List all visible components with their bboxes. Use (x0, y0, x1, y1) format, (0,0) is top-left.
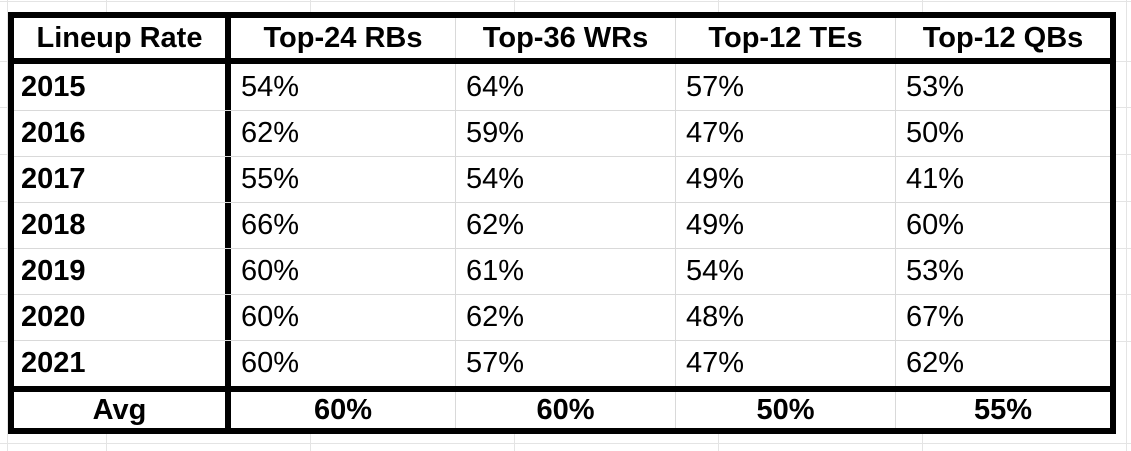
header-cell-top36-wrs[interactable]: Top-36 WRs (455, 18, 675, 58)
value-cell[interactable]: 60% (225, 295, 455, 340)
sheet-gridline-horizontal (0, 1, 1131, 2)
value-cell[interactable]: 60% (895, 203, 1110, 248)
sheet-gridline-vertical (7, 0, 8, 451)
table-row-2020: 2020 60% 62% 48% 67% (14, 294, 1110, 340)
avg-value-cell[interactable]: 50% (675, 392, 895, 428)
value-cell[interactable]: 53% (895, 249, 1110, 294)
table-row-2015: 2015 54% 64% 57% 53% (14, 64, 1110, 110)
year-cell[interactable]: 2018 (21, 209, 86, 241)
value-cell[interactable]: 60% (225, 249, 455, 294)
value-cell[interactable]: 61% (455, 249, 675, 294)
header-cell-lineup-rate[interactable]: Lineup Rate (36, 21, 203, 54)
value-cell[interactable]: 57% (455, 341, 675, 386)
value-cell[interactable]: 59% (455, 111, 675, 156)
table-row-2017: 2017 55% 54% 49% 41% (14, 156, 1110, 202)
value-cell[interactable]: 53% (895, 64, 1110, 110)
table-row-2016: 2016 62% 59% 47% 50% (14, 110, 1110, 156)
avg-row: Avg 60% 60% 50% 55% (14, 386, 1110, 428)
header-row: Lineup Rate Top-24 RBs Top-36 WRs Top-12… (14, 18, 1110, 64)
year-cell[interactable]: 2015 (21, 70, 86, 103)
header-cell-top12-tes[interactable]: Top-12 TEs (675, 18, 895, 58)
value-cell[interactable]: 54% (455, 157, 675, 202)
year-cell[interactable]: 2016 (21, 117, 86, 149)
table-row-2018: 2018 66% 62% 49% 60% (14, 202, 1110, 248)
value-cell[interactable]: 47% (675, 111, 895, 156)
value-cell[interactable]: 62% (455, 295, 675, 340)
sheet-gridline-vertical (1126, 0, 1127, 451)
year-cell[interactable]: 2019 (21, 255, 86, 287)
avg-value-cell[interactable]: 60% (455, 392, 675, 428)
table-row-2019: 2019 60% 61% 54% 53% (14, 248, 1110, 294)
value-cell[interactable]: 49% (675, 157, 895, 202)
value-cell[interactable]: 66% (225, 203, 455, 248)
value-cell[interactable]: 67% (895, 295, 1110, 340)
value-cell[interactable]: 49% (675, 203, 895, 248)
value-cell[interactable]: 62% (225, 111, 455, 156)
value-cell[interactable]: 54% (225, 64, 455, 110)
lineup-rate-table: Lineup Rate Top-24 RBs Top-36 WRs Top-12… (8, 12, 1116, 434)
table-row-2021: 2021 60% 57% 47% 62% (14, 340, 1110, 386)
avg-value-cell[interactable]: 55% (895, 392, 1110, 428)
value-cell[interactable]: 47% (675, 341, 895, 386)
header-cell-top24-rbs[interactable]: Top-24 RBs (225, 18, 455, 58)
year-cell[interactable]: 2020 (21, 301, 86, 333)
value-cell[interactable]: 50% (895, 111, 1110, 156)
value-cell[interactable]: 60% (225, 341, 455, 386)
value-cell[interactable]: 48% (675, 295, 895, 340)
value-cell[interactable]: 62% (895, 341, 1110, 386)
avg-label-cell[interactable]: Avg (92, 393, 147, 426)
value-cell[interactable]: 64% (455, 64, 675, 110)
value-cell[interactable]: 62% (455, 203, 675, 248)
value-cell[interactable]: 54% (675, 249, 895, 294)
sheet-gridline-horizontal (0, 443, 1131, 444)
value-cell[interactable]: 57% (675, 64, 895, 110)
value-cell[interactable]: 41% (895, 157, 1110, 202)
year-cell[interactable]: 2021 (21, 347, 86, 379)
header-cell-top12-qbs[interactable]: Top-12 QBs (895, 18, 1110, 58)
year-cell[interactable]: 2017 (21, 163, 86, 195)
avg-value-cell[interactable]: 60% (225, 392, 455, 428)
value-cell[interactable]: 55% (225, 157, 455, 202)
